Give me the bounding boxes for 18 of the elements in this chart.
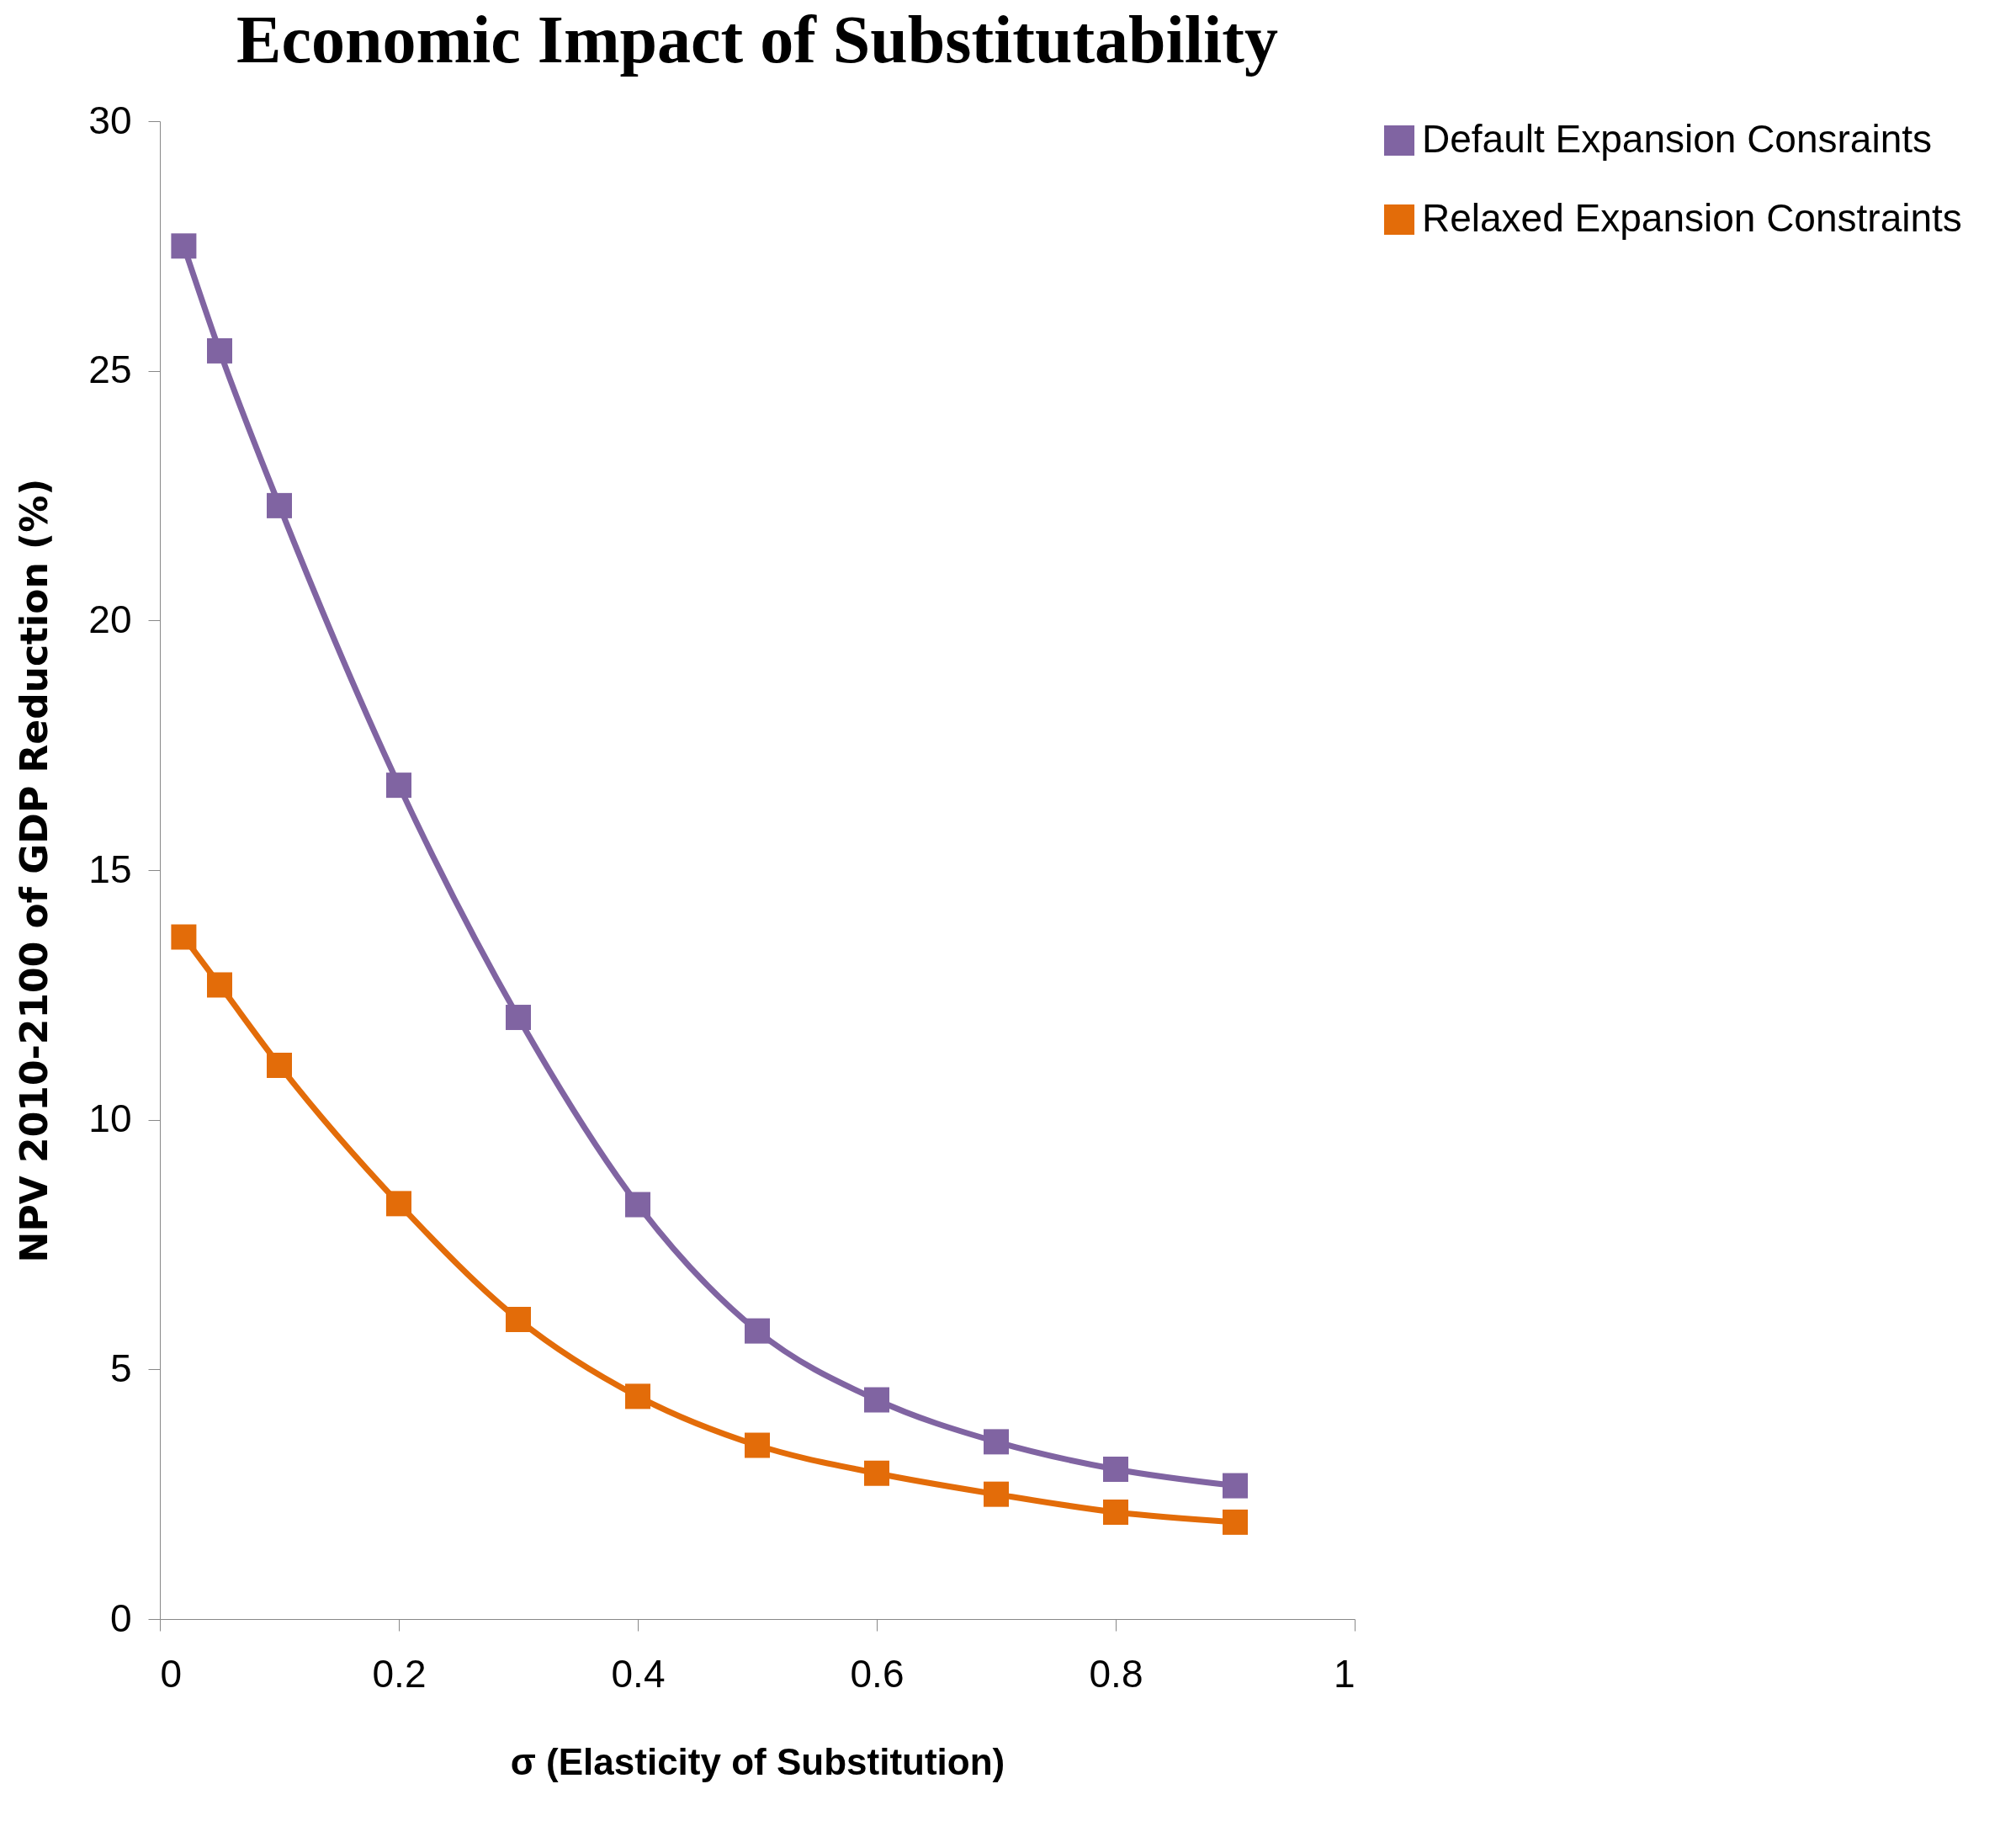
x-axis-title: σ (Elasticity of Substitution) [510,1740,1005,1782]
y-tick-label: 5 [109,1346,132,1390]
y-tick-label: 0 [109,1595,132,1640]
legend-label: Relaxed Expansion Constraints [1422,196,1962,240]
y-tick-label: 10 [88,1096,132,1141]
x-tick-label: 0.4 [611,1651,666,1696]
x-tick-label: 0 [160,1651,183,1696]
y-tick-label: 25 [88,348,132,392]
x-tick-label: 0.8 [1089,1651,1143,1696]
y-tick-label: 30 [88,98,132,142]
chart-title: Economic Impact of Substitutability [236,3,1278,77]
y-tick-label: 15 [88,847,132,891]
x-tick-label: 1 [1333,1651,1355,1696]
y-tick-label: 20 [88,597,132,641]
legend-label: Default Expansion Consraints [1422,117,1932,161]
x-tick-label: 0.2 [372,1651,427,1696]
x-tick-label: 0.6 [850,1651,905,1696]
y-axis-title: NPV 2010-2100 of GDP Reduction (%) [13,478,56,1263]
